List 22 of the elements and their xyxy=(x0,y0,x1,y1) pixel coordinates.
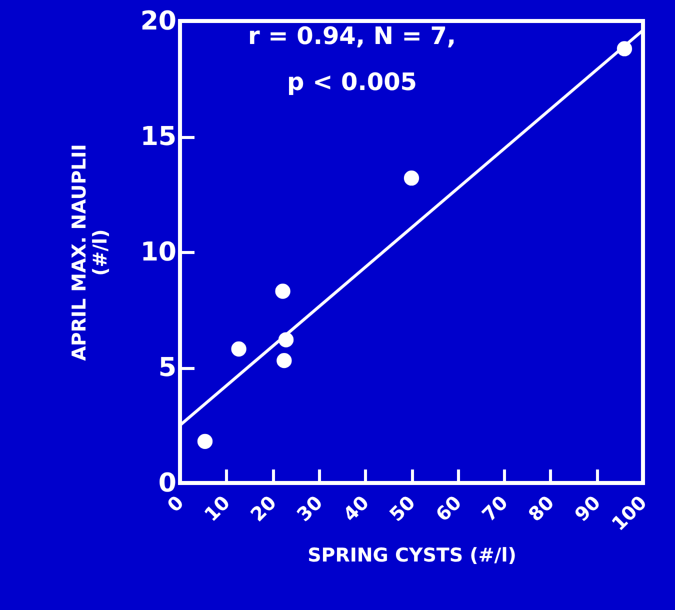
y-tick-label: 10 xyxy=(140,238,176,268)
point xyxy=(231,341,246,357)
annotation: r = 0.94, N = 7, xyxy=(248,22,456,50)
y-axis-title: APRIL MAX. NAUPLII (#/l) xyxy=(68,144,112,361)
x-tick-label: 50 xyxy=(386,492,420,526)
x-axis-title: SPRING CYSTS (#/l) xyxy=(308,544,516,567)
x-tick-label: 60 xyxy=(432,492,466,526)
x-tick-label: 70 xyxy=(478,492,512,526)
x-tick-label: 20 xyxy=(246,492,281,526)
x-tick-label: 40 xyxy=(339,492,374,526)
point xyxy=(404,170,420,186)
point xyxy=(276,353,292,368)
x-tick-label: 80 xyxy=(524,492,559,526)
y-tick-label: 5 xyxy=(158,353,176,383)
y-tick-label: 15 xyxy=(140,122,176,152)
x-tick-label: 10 xyxy=(200,492,235,526)
x-tick-label: 90 xyxy=(570,492,605,526)
point xyxy=(197,434,213,449)
annotation: p < 0.005 xyxy=(287,68,417,96)
x-tick-label: 30 xyxy=(292,492,328,526)
y-tick-label: 20 xyxy=(140,6,176,36)
point xyxy=(275,284,290,299)
